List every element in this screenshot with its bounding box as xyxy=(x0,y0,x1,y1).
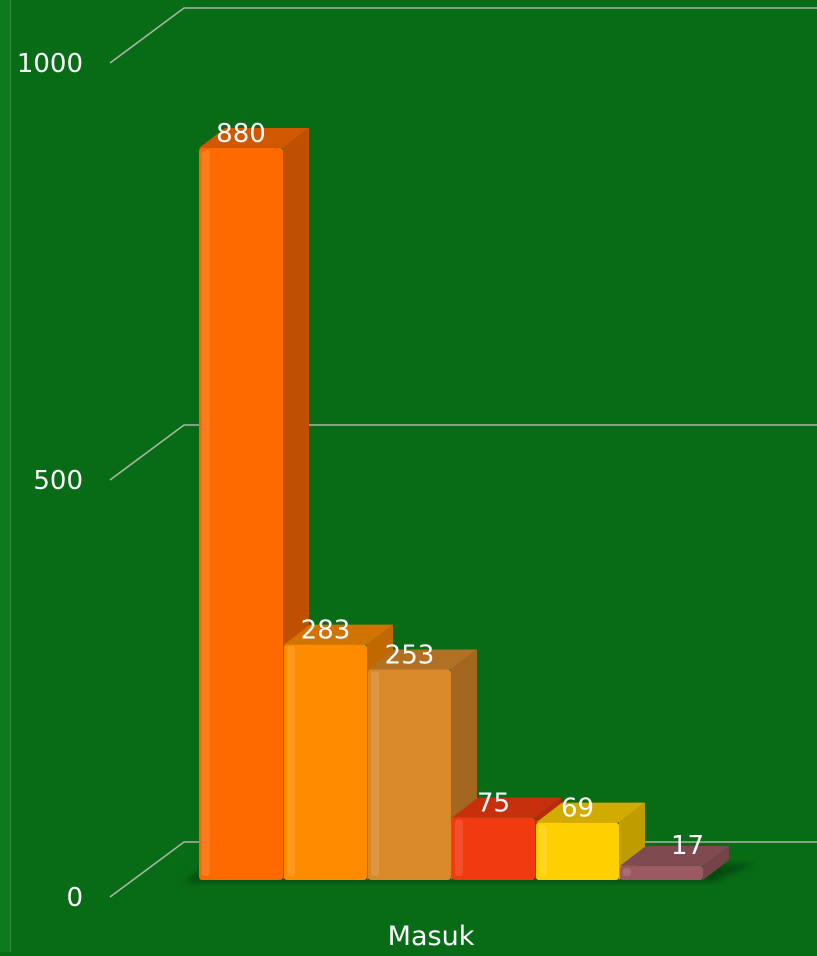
bar-top xyxy=(368,649,477,670)
bar-highlight xyxy=(623,867,631,876)
bar-front xyxy=(620,865,703,880)
bar-highlight xyxy=(455,819,463,876)
bar-5 xyxy=(620,845,729,880)
bar-front xyxy=(536,822,619,880)
x-axis-label: Masuk xyxy=(388,921,475,952)
gridline-1000 xyxy=(109,7,817,64)
bar-highlight xyxy=(202,150,210,876)
bar-front xyxy=(452,817,535,880)
gridline-500 xyxy=(109,424,817,481)
data-label: 253 xyxy=(385,641,435,671)
data-labels: 880 283 253 75 69 17 xyxy=(216,119,704,861)
bar-top xyxy=(452,797,561,818)
data-label: 75 xyxy=(477,789,510,819)
bar-front xyxy=(199,148,283,880)
data-label: 69 xyxy=(561,794,594,824)
bar-front xyxy=(284,644,367,880)
data-label: 17 xyxy=(671,831,704,861)
chart-left-border xyxy=(0,0,11,952)
bar-highlight xyxy=(287,646,295,876)
bar-top xyxy=(620,845,729,866)
y-tick-label: 1000 xyxy=(17,49,83,79)
bar-top xyxy=(536,802,645,823)
bar-side xyxy=(703,845,729,880)
y-tick-label: 0 xyxy=(66,883,83,913)
data-label: 880 xyxy=(216,119,266,149)
bar-front xyxy=(368,669,451,880)
bar-highlight xyxy=(371,671,379,876)
bar-top xyxy=(284,624,393,645)
y-axis-ticks: 0 500 1000 xyxy=(17,49,83,913)
bars xyxy=(185,128,753,882)
y-tick-label: 500 xyxy=(33,466,83,496)
bar-top xyxy=(199,128,309,148)
bar-highlight xyxy=(539,824,547,876)
data-label: 283 xyxy=(301,616,351,646)
